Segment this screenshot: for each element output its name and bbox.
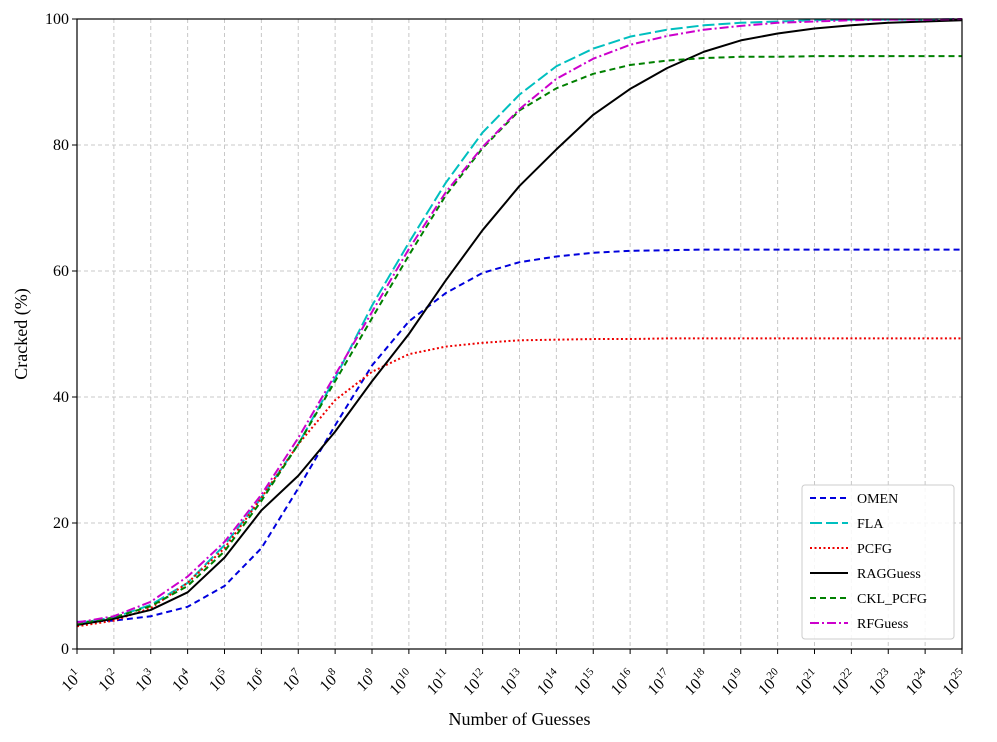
x-tick-label: 1015 [569,665,603,699]
x-tick-label: 106 [241,665,271,695]
x-tick-label: 1016 [606,665,640,699]
x-tick-label: 1013 [495,665,529,699]
legend-label: CKL_PCFG [857,592,927,607]
x-tick-label: 107 [278,665,308,695]
y-tick-label: 0 [61,641,69,658]
x-tick-label: 1025 [938,665,972,699]
x-tick-label: 1023 [864,665,898,699]
legend-label: OMEN [857,492,898,507]
legend-label: FLA [857,517,884,532]
x-tick-label: 1019 [716,665,750,699]
y-tick-label: 60 [53,263,69,280]
legend-box [801,484,955,640]
y-tick-label: 100 [45,11,69,28]
x-tick-label: 101 [56,666,85,695]
series-line-ragguess [76,19,963,627]
series-line-omen [76,248,962,623]
legend: OMEN FLA PCFG RAGGuess CKL_PCFG RFGuess [801,484,955,640]
x-tick-label: 105 [204,665,234,695]
x-tick-label: 1021 [790,666,823,699]
x-tick-label: 1011 [422,666,455,699]
y-axis-label: Cracked (%) [11,288,32,379]
y-tick-label: 40 [53,389,69,406]
series-line-rfguess [76,18,963,624]
series-line-pcfg [76,337,962,628]
x-tick-label: 1012 [458,666,491,699]
series-layer [76,18,963,628]
x-tick-label: 1018 [679,665,713,699]
x-tick-label: 109 [351,665,381,695]
x-tick-label: 103 [130,665,160,695]
legend-label: RAGGuess [857,567,921,582]
y-tick-label: 80 [53,137,69,154]
y-axis: 0 20 40 60 80 100 [45,11,77,658]
series-line-fla [76,18,963,625]
x-tick-label: 1024 [901,665,935,699]
x-tick-label: 1020 [753,665,787,699]
x-tick-label: 108 [315,665,345,695]
legend-label: PCFG [857,542,892,557]
legend-label: RFGuess [857,617,908,632]
x-tick-label: 1017 [643,665,677,699]
y-tick-label: 20 [53,515,69,532]
x-tick-label: 1010 [384,665,418,699]
x-tick-label: 1014 [532,665,566,699]
x-tick-label: 102 [93,666,122,695]
x-tick-label: 1022 [827,666,860,699]
x-axis: 101 102 103 104 105 106 107 108 1091010101110121… [56,649,972,699]
series-line-ckl-pcfg [76,55,962,625]
x-axis-label: Number of Guesses [449,709,591,729]
x-tick-label: 104 [167,665,197,695]
